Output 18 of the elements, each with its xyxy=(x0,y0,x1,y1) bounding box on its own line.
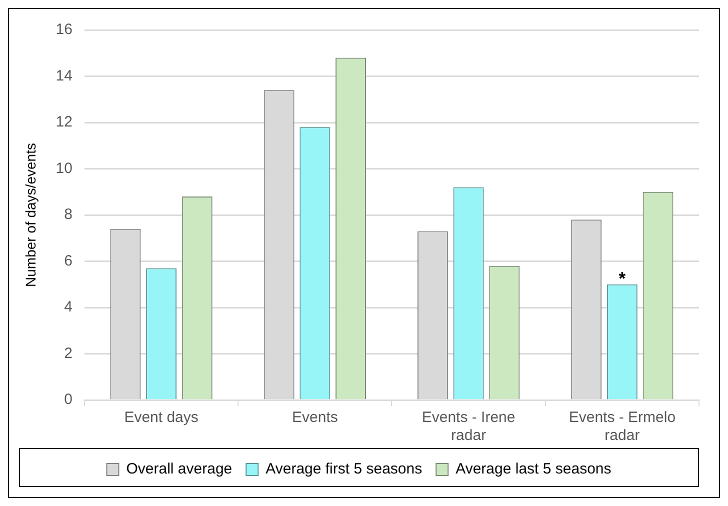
y-tick-label: 6 xyxy=(64,252,72,270)
x-tick-label: Event days xyxy=(124,409,198,426)
y-tick-label: 0 xyxy=(64,391,72,408)
y-tick-label: 8 xyxy=(64,206,72,224)
y-tick-label: 14 xyxy=(56,67,72,84)
y-axis-title: Number of days/events xyxy=(22,143,38,287)
legend-label: Overall average xyxy=(126,460,232,478)
legend-label: Average last 5 seasons xyxy=(456,460,612,478)
y-tick-label: 12 xyxy=(56,114,72,131)
legend-label: Average first 5 seasons xyxy=(266,460,422,478)
x-tick-label: Events - Irene radar xyxy=(422,409,516,444)
y-tick-label: 16 xyxy=(56,21,72,38)
y-tick-label: 4 xyxy=(64,298,72,316)
x-tick-label: Events xyxy=(292,409,338,426)
y-tick-label: 10 xyxy=(56,160,72,177)
annotation: * xyxy=(618,268,626,288)
x-tick-label: Events - Ermelo radar xyxy=(568,409,676,444)
y-tick-label: 2 xyxy=(64,344,72,362)
